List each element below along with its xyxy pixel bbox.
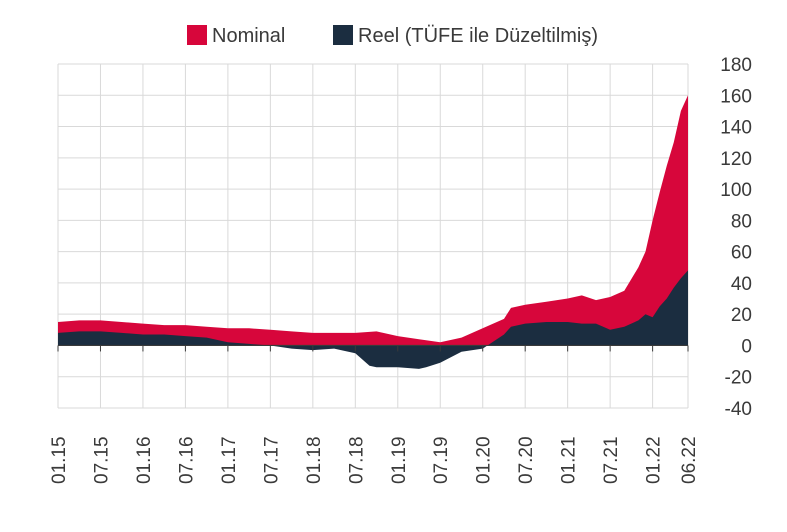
x-tick-label: 01.19 bbox=[389, 436, 410, 484]
legend-swatch-reel bbox=[333, 25, 353, 45]
y-tick-label: 160 bbox=[720, 86, 752, 107]
y-tick-label: -20 bbox=[725, 368, 752, 389]
x-tick-labels: 01.15 07.15 01.16 07.16 01.17 07.17 01.18 07.18… bbox=[49, 436, 700, 484]
x-tick-label: 01.15 bbox=[49, 436, 70, 484]
y-tick-label: 60 bbox=[731, 243, 752, 264]
y-tick-label: 20 bbox=[731, 305, 752, 326]
legend-swatch-nominal bbox=[187, 25, 207, 45]
x-tick-label: 07.17 bbox=[261, 436, 282, 484]
y-tick-label: 120 bbox=[720, 149, 752, 170]
x-tick-label: 07.15 bbox=[91, 436, 112, 484]
y-tick-label: 180 bbox=[720, 55, 752, 76]
axis-layer bbox=[57, 344, 689, 352]
area-layer bbox=[58, 95, 688, 369]
y-tick-label: 0 bbox=[741, 336, 752, 357]
x-tick-label: 01.22 bbox=[644, 436, 665, 484]
y-tick-label: 100 bbox=[720, 180, 752, 201]
nominal-area bbox=[58, 95, 688, 346]
x-tick-label: 06.22 bbox=[679, 436, 700, 484]
legend-label-reel: Reel (TÜFE ile Düzeltilmiş) bbox=[358, 25, 598, 47]
x-tick-label: 07.21 bbox=[601, 436, 622, 484]
x-tick-label: 01.18 bbox=[304, 436, 325, 484]
x-tick-label: 07.19 bbox=[431, 436, 452, 484]
y-tick-label: 140 bbox=[720, 118, 752, 139]
x-tick-label: 01.20 bbox=[474, 436, 495, 484]
y-tick-labels: 180 160 140 120 100 80 60 40 20 0 -20 -40 bbox=[720, 55, 752, 420]
x-tick-label: 01.21 bbox=[559, 436, 580, 484]
y-tick-label: 40 bbox=[731, 274, 752, 295]
y-tick-label: -40 bbox=[725, 399, 752, 420]
x-tick-label: 07.18 bbox=[346, 436, 367, 484]
x-tick-label: 07.16 bbox=[176, 436, 197, 484]
x-tick-label: 07.20 bbox=[516, 436, 537, 484]
x-tick-label: 01.17 bbox=[219, 436, 240, 484]
y-tick-label: 80 bbox=[731, 211, 752, 232]
legend: Nominal Reel (TÜFE ile Düzeltilmiş) bbox=[187, 25, 598, 47]
reel-area bbox=[58, 270, 688, 369]
legend-label-nominal: Nominal bbox=[212, 25, 285, 47]
x-tick-label: 01.16 bbox=[134, 436, 155, 484]
